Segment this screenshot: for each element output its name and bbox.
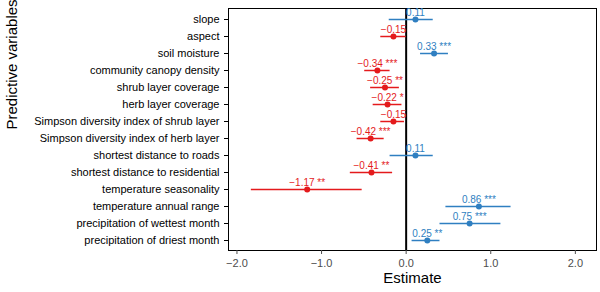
svg-text:−1.17 **: −1.17 ** (289, 177, 325, 188)
svg-text:temperature annual range: temperature annual range (93, 200, 220, 212)
svg-text:−0.25 **: −0.25 ** (367, 75, 403, 86)
svg-text:1.0: 1.0 (483, 257, 498, 269)
svg-text:slope: slope (193, 13, 219, 25)
svg-text:0.11: 0.11 (406, 143, 425, 154)
svg-text:Simpson diversity index of her: Simpson diversity index of herb layer (40, 132, 220, 144)
svg-text:community canopy density: community canopy density (90, 64, 220, 76)
svg-text:−0.42 ***: −0.42 *** (351, 126, 391, 137)
svg-text:herb layer coverage: herb layer coverage (122, 98, 219, 110)
svg-text:−2.0: −2.0 (226, 257, 248, 269)
svg-text:0.33 ***: 0.33 *** (417, 41, 451, 52)
svg-text:2.0: 2.0 (568, 257, 583, 269)
svg-text:−0.22 *: −0.22 * (372, 92, 404, 103)
svg-text:shrub layer coverage: shrub layer coverage (117, 81, 220, 93)
svg-text:0.75 ***: 0.75 *** (453, 211, 487, 222)
svg-text:−0.15: −0.15 (381, 24, 407, 35)
svg-text:−0.15: −0.15 (381, 109, 407, 120)
svg-text:Simpson diversity index of shr: Simpson diversity index of shrub layer (34, 115, 220, 127)
svg-text:aspect: aspect (187, 30, 219, 42)
svg-text:0.0: 0.0 (399, 257, 414, 269)
svg-text:−0.34 ***: −0.34 *** (358, 58, 398, 69)
svg-text:−0.41 **: −0.41 ** (354, 160, 390, 171)
svg-text:0.86 ***: 0.86 *** (462, 194, 496, 205)
svg-text:shortest distance to residenti: shortest distance to residential (71, 166, 220, 178)
svg-text:soil moisture: soil moisture (158, 47, 220, 59)
svg-text:temperature seasonality: temperature seasonality (102, 183, 220, 195)
svg-text:shortest distance to roads: shortest distance to roads (94, 149, 220, 161)
svg-text:−1.0: −1.0 (311, 257, 333, 269)
svg-text:0.11: 0.11 (406, 7, 425, 18)
svg-text:0.25 **: 0.25 ** (412, 228, 442, 239)
svg-text:Predictive variables: Predictive variables (3, 0, 20, 130)
svg-text:precipitation of driest month: precipitation of driest month (84, 234, 219, 246)
svg-text:precipitation of wettest month: precipitation of wettest month (76, 217, 219, 229)
svg-text:Estimate: Estimate (383, 269, 441, 286)
